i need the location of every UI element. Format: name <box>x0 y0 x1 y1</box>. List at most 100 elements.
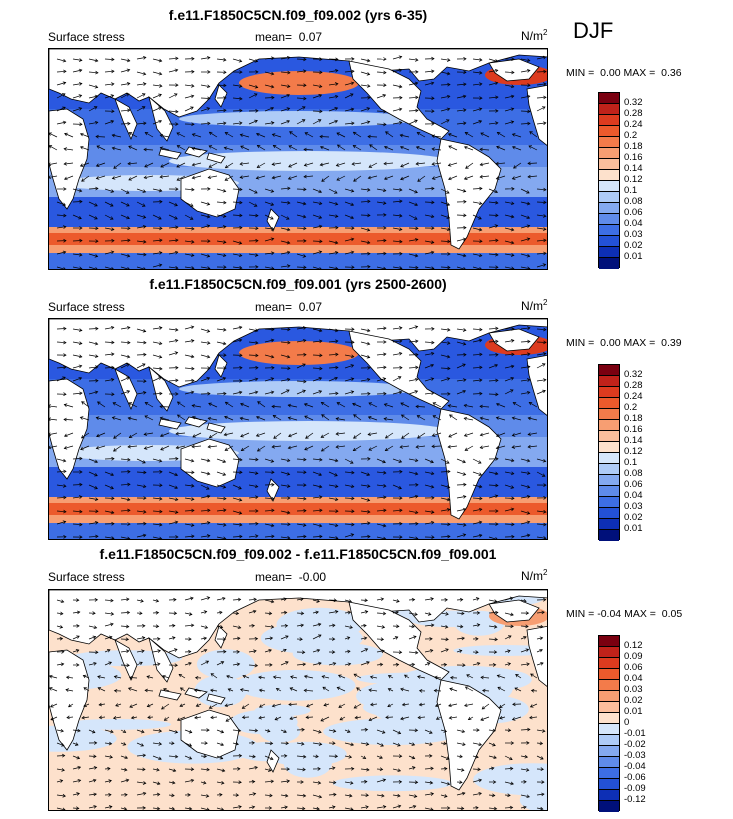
wind-vector-head <box>93 766 98 770</box>
wind-vector <box>376 650 385 653</box>
wind-vector-head <box>252 609 257 614</box>
wind-vector-head <box>462 94 467 99</box>
wind-vector-head <box>75 806 80 810</box>
wind-vector <box>344 663 351 666</box>
wind-vector-head <box>382 805 387 809</box>
wind-vector-head <box>275 687 280 692</box>
land-outline <box>148 95 174 142</box>
wind-vector-head <box>79 391 83 396</box>
wind-vector-head <box>415 536 419 539</box>
wind-vector-head <box>63 340 67 345</box>
wind-vector-head <box>415 482 419 487</box>
wind-vector-head <box>339 717 344 721</box>
wind-vector <box>504 353 515 356</box>
wind-vector <box>240 432 250 437</box>
wind-vector <box>456 214 467 216</box>
wind-vector-head <box>190 106 194 110</box>
wind-vector <box>248 598 257 601</box>
wind-vector-head <box>430 597 434 601</box>
wind-vector-head <box>128 177 132 181</box>
wind-vector <box>88 729 96 733</box>
wind-vector-head <box>270 390 275 395</box>
wind-vector-head <box>351 470 355 475</box>
wind-vector-head <box>91 729 96 734</box>
wind-vector-head <box>527 109 531 114</box>
wind-vector <box>376 598 384 601</box>
wind-vector <box>504 266 514 269</box>
wind-vector-head <box>319 534 323 539</box>
wind-vector <box>176 445 186 449</box>
wind-vector <box>152 781 160 785</box>
wind-vector-head <box>300 780 304 784</box>
wind-vector <box>56 521 66 525</box>
wind-vector-head <box>191 56 195 61</box>
wind-vector-head <box>205 486 210 490</box>
wind-vector-head <box>530 688 535 693</box>
wind-vector <box>328 353 339 356</box>
wind-vector <box>224 445 234 451</box>
wind-vector-head <box>399 133 404 138</box>
wind-vector <box>152 742 162 745</box>
colorbar-tick-label: -0.04 <box>624 761 646 772</box>
wind-vector <box>280 794 288 797</box>
wind-vector-head <box>111 456 115 461</box>
wind-vector-head <box>303 352 307 357</box>
wind-vector-head <box>334 376 338 381</box>
wind-vector <box>160 162 170 168</box>
wind-vector-head <box>350 377 355 381</box>
wind-vector <box>520 238 530 242</box>
wind-vector <box>288 175 298 180</box>
wind-vector <box>164 716 170 721</box>
wind-vector-head <box>159 199 163 204</box>
wind-vector <box>328 95 338 99</box>
wind-vector-head <box>319 57 323 62</box>
wind-vector <box>520 768 529 771</box>
wind-vector-head <box>300 611 305 616</box>
wind-vector <box>322 686 330 692</box>
land-outline <box>526 84 547 146</box>
wind-vector <box>536 458 546 462</box>
wind-vector <box>280 510 290 514</box>
wind-vector <box>216 471 226 476</box>
wind-vector <box>200 201 210 205</box>
wind-vector <box>328 806 336 809</box>
wind-vector-head <box>320 448 325 452</box>
wind-vector <box>336 432 346 435</box>
wind-vector-head <box>289 687 294 691</box>
wind-vector-head <box>353 414 357 418</box>
wind-vector-head <box>540 767 544 772</box>
wind-vector-head <box>335 417 340 421</box>
wind-vector <box>152 106 162 112</box>
wind-vector <box>536 379 546 382</box>
wind-vector-head <box>76 624 80 628</box>
wind-vector-head <box>541 780 545 784</box>
wind-vector-head <box>176 164 180 168</box>
wind-vector <box>464 175 474 180</box>
wind-vector-head <box>63 267 66 269</box>
land-outline <box>158 148 182 160</box>
wind-vector-head <box>353 178 357 182</box>
wind-vector <box>448 703 458 707</box>
wind-vector-head <box>94 485 98 490</box>
wind-vector-head <box>334 250 339 255</box>
wind-vector-head <box>127 108 131 113</box>
wind-vector-head <box>79 163 84 167</box>
wind-vector-head <box>366 661 370 665</box>
colorbar-swatch <box>599 636 619 647</box>
wind-vector <box>120 390 130 395</box>
wind-vector-head <box>527 161 531 166</box>
wind-vector-head <box>431 495 435 500</box>
colorbar-swatch <box>599 203 619 214</box>
wind-vector-head <box>509 756 513 761</box>
wind-vector <box>504 471 514 475</box>
wind-vector <box>360 625 367 627</box>
wind-vector-head <box>303 457 307 462</box>
wind-vector <box>360 536 371 538</box>
wind-vector <box>488 340 499 343</box>
wind-vector-head <box>462 237 467 242</box>
wind-vector <box>536 807 543 810</box>
wind-vector-head <box>515 674 519 678</box>
wind-vector <box>488 364 498 369</box>
wind-vector-head <box>175 56 179 61</box>
wind-vector <box>440 58 450 61</box>
